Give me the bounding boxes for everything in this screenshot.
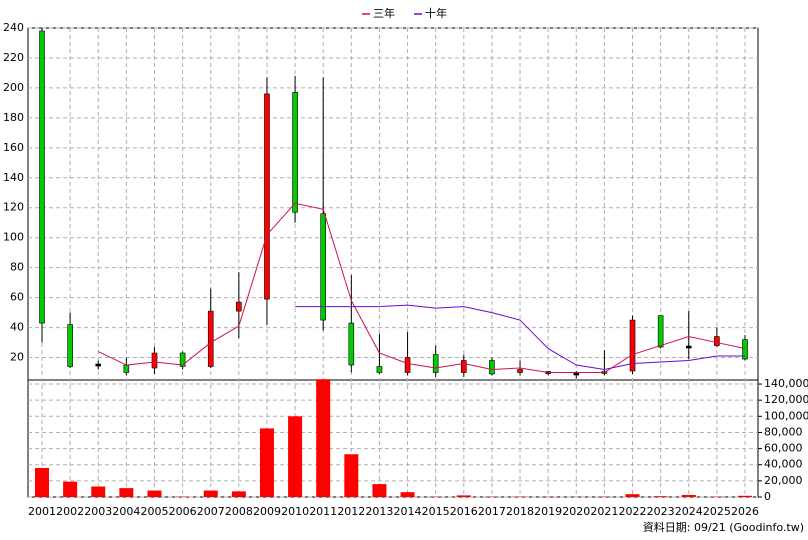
candle-body [236, 301, 242, 312]
candle-body [376, 366, 383, 373]
volume-bar [400, 492, 415, 497]
volume-bar [91, 486, 106, 497]
volume-bar [231, 491, 246, 497]
candle-body [573, 372, 580, 376]
x-tick-label: 2019 [534, 505, 562, 518]
x-tick-label: 2020 [562, 505, 590, 518]
candle-body [432, 354, 439, 373]
x-tick-label: 2012 [337, 505, 365, 518]
x-tick-label: 2007 [197, 505, 225, 518]
candle-body [489, 360, 495, 375]
y2-tick-label: 60,000 [764, 442, 803, 455]
x-tick-label: 2026 [731, 505, 759, 518]
y2-tick-label: 40,000 [764, 458, 803, 471]
y2-tick-label: 140,000 [764, 377, 808, 390]
candle-body [460, 360, 467, 373]
candle-body [517, 369, 523, 373]
candle-body [657, 315, 664, 348]
x-tick-label: 2014 [394, 505, 422, 518]
volume-bar [288, 416, 303, 497]
x-tick-label: 2016 [450, 505, 478, 518]
x-tick-label: 2004 [112, 505, 140, 518]
candle-body [39, 30, 45, 324]
y-tick-label: 120 [3, 201, 24, 214]
candle-body [67, 324, 73, 367]
volume-bar [259, 428, 274, 497]
candle-body [320, 213, 327, 321]
volume-bar [625, 494, 640, 497]
legend-label: 三年 [373, 6, 395, 20]
candle-body [685, 345, 692, 349]
y-tick-label: 140 [3, 171, 24, 184]
candle-body [714, 336, 720, 346]
x-tick-label: 2018 [506, 505, 534, 518]
y2-tick-label: 0 [764, 490, 771, 503]
y2-tick-label: 100,000 [764, 409, 808, 422]
y-tick-label: 180 [3, 111, 24, 124]
x-tick-label: 2025 [703, 505, 731, 518]
y-tick-label: 20 [10, 351, 24, 364]
y-tick-label: 80 [10, 261, 24, 274]
candle-body [629, 319, 636, 372]
footer: 資料日期: 09/21 (Goodinfo.tw) [643, 520, 804, 534]
x-tick-label: 2017 [478, 505, 506, 518]
x-tick-label: 2010 [281, 505, 309, 518]
legend-label: 十年 [425, 6, 447, 20]
candle-body [95, 363, 102, 367]
x-tick-label: 2023 [647, 505, 675, 518]
x-tick-label: 2011 [309, 505, 337, 518]
x-tick-label: 2024 [675, 505, 703, 518]
y-tick-label: 220 [3, 51, 24, 64]
volume-bar [738, 495, 752, 497]
candle-body [207, 310, 214, 367]
volume-bar [372, 484, 387, 497]
candle-body [264, 93, 270, 300]
y-tick-label: 160 [3, 141, 24, 154]
y2-tick-label: 120,000 [764, 393, 808, 406]
volume-bar [316, 379, 331, 497]
x-tick-label: 2005 [140, 505, 168, 518]
volume-bar [119, 488, 134, 497]
y-tick-label: 240 [3, 21, 24, 34]
x-tick-label: 2021 [590, 505, 618, 518]
candle-body [151, 352, 158, 369]
ma-line [98, 202, 746, 374]
volume-bar [344, 454, 359, 497]
volume-bar [653, 496, 668, 497]
x-tick-label: 2013 [365, 505, 393, 518]
y-tick-label: 40 [10, 321, 24, 334]
x-tick-label: 2002 [56, 505, 84, 518]
x-tick-label: 2008 [225, 505, 253, 518]
volume-bar [35, 467, 49, 497]
y-tick-label: 100 [3, 231, 24, 244]
y-tick-label: 200 [3, 81, 24, 94]
candle-body [179, 352, 186, 367]
volume-bar [681, 494, 696, 497]
x-tick-label: 2003 [84, 505, 112, 518]
candle-body [742, 339, 748, 360]
candle-body [292, 92, 298, 213]
candle-body [404, 357, 411, 373]
y-tick-label: 60 [10, 291, 24, 304]
x-tick-label: 2001 [28, 505, 56, 518]
volume-bar [203, 490, 218, 497]
volume-bar [63, 481, 78, 497]
x-tick-label: 2022 [619, 505, 647, 518]
volume-bar [147, 490, 162, 497]
candle-body [123, 364, 130, 373]
candle-body [348, 322, 355, 366]
volume-bar [456, 495, 471, 497]
plot-frame [27, 27, 759, 498]
y2-tick-label: 80,000 [764, 425, 803, 438]
x-tick-label: 2006 [169, 505, 197, 518]
y2-tick-label: 20,000 [764, 474, 803, 487]
ma-line [295, 304, 745, 371]
x-tick-label: 2015 [422, 505, 450, 518]
x-tick-label: 2009 [253, 505, 281, 518]
